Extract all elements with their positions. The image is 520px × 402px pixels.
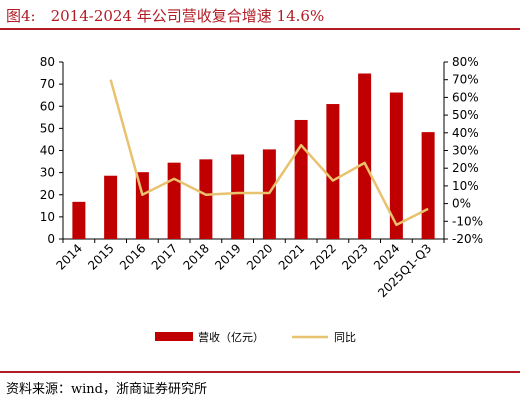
- legend-bar-swatch: [155, 332, 193, 341]
- left-tick-label: 50: [40, 121, 55, 135]
- revenue-bar: [358, 73, 372, 239]
- left-tick-label: 40: [40, 144, 55, 158]
- growth-line-group: [109, 79, 429, 227]
- bars-group: [72, 73, 435, 239]
- x-tick-labels: 2014 2015 2016 2017 2018 2019 2020 2021 2022 2023…: [53, 241, 434, 300]
- x-tick-label: 2018: [180, 241, 211, 272]
- right-tick-label: 80%: [452, 55, 479, 69]
- right-tick-label: 40%: [452, 126, 479, 140]
- left-tick-label: 20: [40, 188, 55, 202]
- revenue-growth-chart: 0 10 20 30 40 50 60 70 80 -20% -10% 0% 10% 20% 30% 40% 5…: [40, 55, 483, 344]
- x-tick-label: 2016: [117, 241, 148, 272]
- left-tick-label: 0: [47, 232, 55, 246]
- x-tick-label: 2015: [85, 241, 116, 272]
- revenue-bar: [167, 162, 181, 239]
- revenue-bar: [199, 159, 213, 239]
- revenue-bar: [326, 104, 340, 239]
- axes-group: 0 10 20 30 40 50 60 70 80 -20% -10% 0% 10% 20% 30% 40% 5…: [40, 55, 483, 246]
- growth-line: [109, 79, 429, 227]
- right-tick-label: 20%: [452, 161, 479, 175]
- right-tick-label: 0%: [452, 197, 471, 211]
- source-note: 资料来源：wind，浙商证券研究所: [6, 382, 207, 397]
- right-tick-label: 10%: [452, 179, 479, 193]
- left-tick-label: 70: [40, 77, 55, 91]
- revenue-bar: [294, 119, 308, 239]
- right-tick-label: 70%: [452, 73, 479, 87]
- x-tick-label: 2021: [276, 241, 307, 272]
- legend-bar-label: 营收（亿元）: [198, 330, 264, 344]
- left-tick-label: 60: [40, 99, 55, 113]
- right-tick-label: 50%: [452, 108, 479, 122]
- revenue-bar: [135, 172, 149, 239]
- right-tick-label: -10%: [452, 214, 483, 228]
- source-divider: [0, 371, 520, 373]
- revenue-bar: [421, 132, 435, 239]
- legend: 营收（亿元） 同比: [155, 330, 356, 344]
- revenue-bar: [104, 175, 118, 239]
- figure-title: 图4: 2014-2024 年公司营收复合增速 14.6%: [6, 7, 325, 25]
- revenue-bar: [72, 201, 86, 239]
- x-tick-label: 2014: [53, 241, 84, 272]
- right-tick-label: 30%: [452, 144, 479, 158]
- legend-line-label: 同比: [334, 331, 356, 344]
- revenue-bar: [389, 92, 403, 239]
- x-tick-label: 2020: [244, 241, 275, 272]
- x-tick-label: 2019: [212, 241, 243, 272]
- revenue-bar: [231, 154, 245, 239]
- left-tick-label: 80: [40, 55, 55, 69]
- left-tick-label: 10: [40, 210, 55, 224]
- x-tick-label: 2023: [339, 241, 370, 272]
- right-tick-label: -20%: [452, 232, 483, 246]
- x-tick-label: 2022: [307, 241, 338, 272]
- x-tick-label: 2017: [149, 241, 180, 272]
- left-tick-label: 30: [40, 166, 55, 180]
- right-tick-label: 60%: [452, 90, 479, 104]
- figure-title-bar: 图4: 2014-2024 年公司营收复合增速 14.6%: [0, 0, 520, 30]
